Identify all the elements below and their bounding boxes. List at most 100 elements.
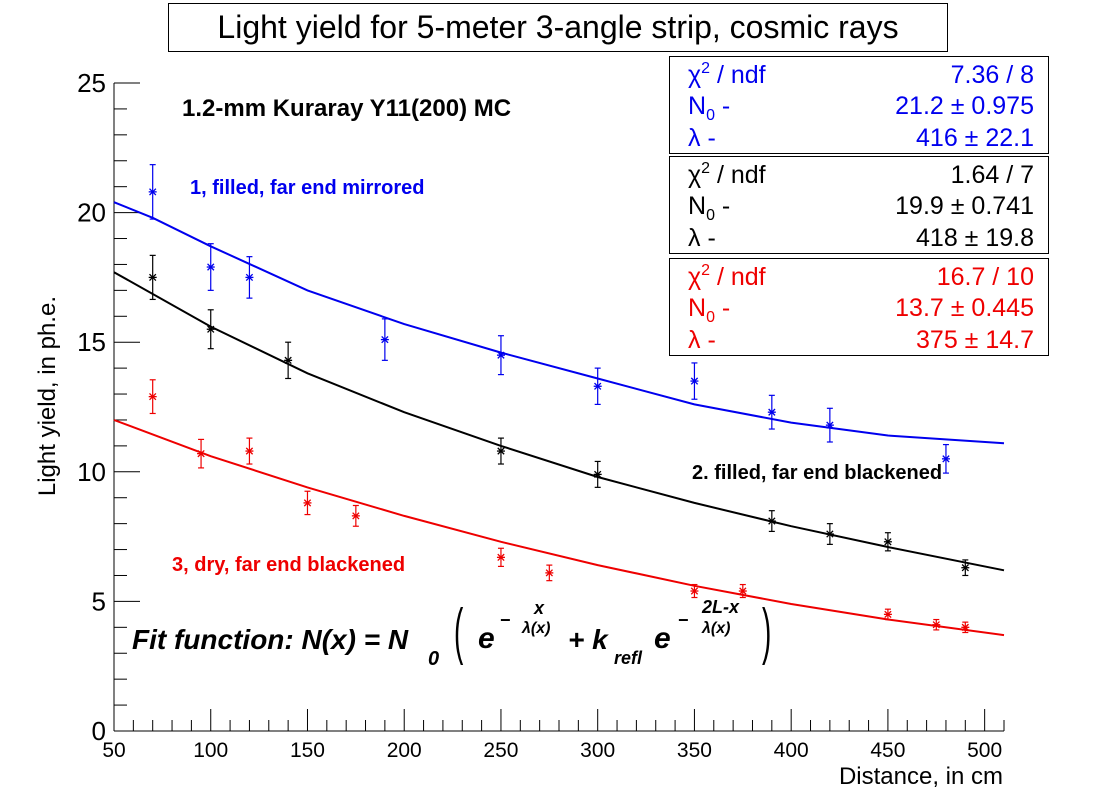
lambda-label: λ - <box>688 124 716 152</box>
marker-d2 <box>284 356 292 365</box>
y-tick-label: 20 <box>77 198 106 228</box>
fit-minus1: − <box>500 610 511 630</box>
material-label: 1.2-mm Kuraray Y11(200) MC <box>182 95 512 122</box>
x-tick-label: 500 <box>967 739 1002 762</box>
chi2-label: χ2 / ndf <box>688 160 766 190</box>
data-point-series3 <box>961 621 970 634</box>
fit-k-sub: refl <box>614 648 643 668</box>
marker-d2 <box>594 470 602 479</box>
marker-d2 <box>245 447 254 455</box>
data-points <box>148 164 970 634</box>
data-point-series1 <box>148 164 157 220</box>
marker-d2 <box>497 447 505 455</box>
x-axis-label: Distance, in cm <box>839 763 1003 790</box>
data-point-series2 <box>825 523 834 545</box>
marker-d2 <box>149 188 157 196</box>
lambda-value: 416 ± 22.1 <box>916 124 1034 152</box>
lambda-label: λ - <box>688 326 716 354</box>
marker-d2 <box>497 351 505 359</box>
data-point-series2 <box>767 510 776 533</box>
data-point-series1 <box>941 443 950 474</box>
n0-label: N0 - <box>688 192 731 224</box>
data-point-series1 <box>825 407 834 443</box>
fit-curve-series3 <box>113 419 1005 637</box>
chart-title: Light yield for 5-meter 3-angle strip, c… <box>168 3 948 52</box>
data-point-series3 <box>496 547 505 568</box>
chi2-value: 7.36 / 8 <box>950 61 1034 89</box>
data-point-series3 <box>545 564 554 582</box>
x-tick-label: 400 <box>774 739 809 762</box>
y-tick-label: 0 <box>92 716 106 746</box>
data-point-series3 <box>148 379 157 415</box>
data-point-series2 <box>206 309 215 350</box>
x-tick-label: 300 <box>580 739 615 762</box>
data-point-series3 <box>690 583 699 599</box>
x-tick-label: 100 <box>193 739 228 762</box>
chi2-value: 1.64 / 7 <box>950 161 1034 189</box>
marker-d2 <box>961 623 969 631</box>
marker-d2 <box>497 553 505 561</box>
chi2-label: χ2 / ndf <box>688 60 766 90</box>
marker-d2 <box>197 449 205 458</box>
marker-d2 <box>961 564 969 572</box>
fit-prefix: Fit function: N(x) = N <box>132 624 409 655</box>
fit-function-formula: Fit function: N(x) = N 0 ( e − x λ(x) + … <box>132 597 792 680</box>
y-tick-label: 10 <box>77 457 106 487</box>
axes: 50 100 150 200 250 300 350 400 450 500 0 5 10 15 20 25 <box>77 68 1005 762</box>
data-point-series3 <box>197 438 206 469</box>
data-point-series2 <box>284 341 293 380</box>
fit-curve-series2 <box>113 271 1005 572</box>
data-point-series1 <box>593 367 602 406</box>
marker-d2 <box>207 263 215 271</box>
data-point-series1 <box>496 335 505 376</box>
x-tick-label: 350 <box>677 739 712 762</box>
curve2-label: 2. filled, far end blackened <box>692 462 943 484</box>
fit-e1: e <box>478 622 495 655</box>
marker-d2 <box>932 621 940 629</box>
x-tick-label: 150 <box>290 739 325 762</box>
n0-label: N0 - <box>688 92 731 124</box>
marker-d2 <box>690 587 699 595</box>
data-point-series2 <box>148 254 157 301</box>
data-point-series3 <box>351 504 360 527</box>
fit-sub0: 0 <box>428 648 440 670</box>
data-point-series1 <box>767 394 776 430</box>
y-axis-label: Light yield, in ph.e. <box>34 296 61 496</box>
marker-d2 <box>303 499 312 507</box>
data-point-series2 <box>961 559 970 577</box>
stats-box-series2: χ2 / ndf 1.64 / 7 N0 - 19.9 ± 0.741 λ - 418… <box>669 156 1049 254</box>
data-point-series3 <box>738 583 747 599</box>
marker-d2 <box>545 569 553 577</box>
data-point-series3 <box>303 490 312 516</box>
data-point-series3 <box>932 618 941 631</box>
marker-d2 <box>149 273 157 282</box>
curve1-label: 1, filled, far end mirrored <box>190 177 425 199</box>
data-point-series3 <box>245 437 254 465</box>
stats-box-series1: χ2 / ndf 7.36 / 8 N0 - 21.2 ± 0.975 λ - 416… <box>669 56 1049 154</box>
y-tick-label: 5 <box>92 586 106 616</box>
data-point-series1 <box>690 362 699 400</box>
marker-d2 <box>884 538 892 546</box>
fit-frac1-num: x <box>534 598 545 618</box>
marker-d2 <box>352 512 360 520</box>
chi2-value: 16.7 / 10 <box>936 263 1034 291</box>
stats-box-series3: χ2 / ndf 16.7 / 10 N0 - 13.7 ± 0.445 λ - 37… <box>669 258 1049 356</box>
marker-d2 <box>826 530 834 538</box>
y-tick-label: 15 <box>77 327 106 357</box>
n0-value: 21.2 ± 0.975 <box>895 92 1034 120</box>
data-point-series1 <box>245 256 254 299</box>
fit-paren-close: ) <box>762 597 772 666</box>
fit-minus2: − <box>678 610 689 630</box>
x-tick-label: 250 <box>483 739 518 762</box>
y-tick-label: 25 <box>77 68 106 98</box>
x-tick-label: 200 <box>387 739 422 762</box>
curve3-label: 3, dry, far end blackened <box>172 554 406 576</box>
n0-value: 13.7 ± 0.445 <box>895 294 1034 322</box>
fit-e2: e <box>654 622 671 655</box>
marker-d2 <box>768 408 776 416</box>
lambda-value: 418 ± 19.8 <box>916 224 1034 252</box>
fit-plus-k: + k <box>568 624 608 655</box>
data-point-series1 <box>206 243 215 291</box>
data-point-series3 <box>883 608 892 621</box>
